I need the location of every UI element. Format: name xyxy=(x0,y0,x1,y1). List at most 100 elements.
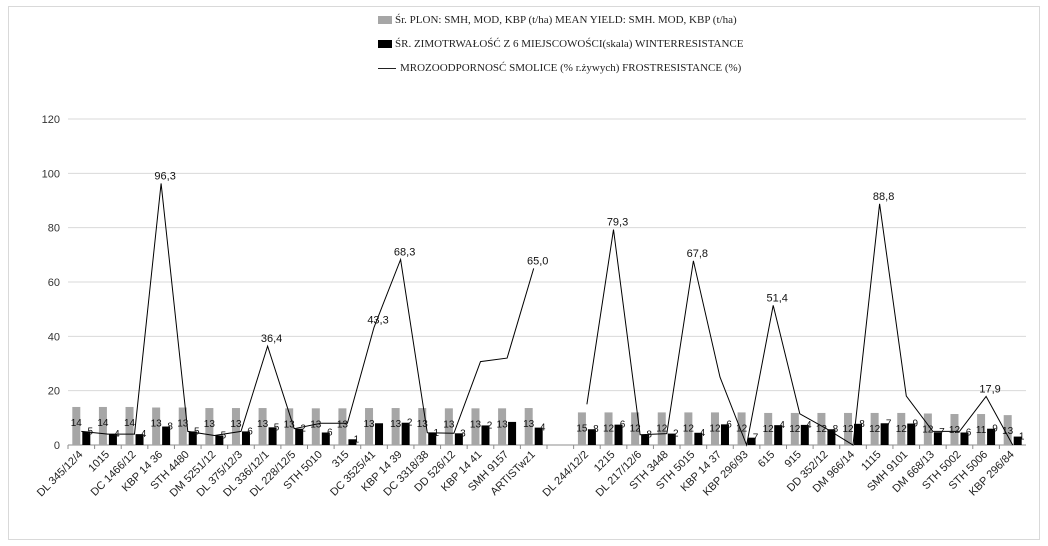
y-tick-label: 60 xyxy=(48,277,60,289)
bar-yield xyxy=(897,412,906,445)
legend: Śr. PLON: SMH, MOD, KBP (t/ha) MEAN YIEL… xyxy=(378,8,898,80)
legend-item-yield: Śr. PLON: SMH, MOD, KBP (t/ha) MEAN YIEL… xyxy=(378,8,898,32)
legend-item-winterresistance: ŚR. ZIMOTRWAŁOŚĆ Z 6 MIEJSCOWOŚCI(skala)… xyxy=(378,32,898,56)
data-label-winterresistance: 2 xyxy=(673,429,679,440)
legend-item-frostresistance: MROZOODPORNOSĆ SMOLICE (% r.żywych) FROS… xyxy=(378,56,898,80)
bar-yield xyxy=(258,408,267,445)
data-label-winterresistance: 2 xyxy=(300,424,306,435)
bar-winterresistance xyxy=(135,434,144,445)
data-label-yield: 14 xyxy=(124,418,136,429)
data-label-yield: 14 xyxy=(71,418,83,429)
data-label-winterresistance: 7 xyxy=(886,418,892,429)
bar-yield xyxy=(684,412,693,445)
data-label-winterresistance: 1 xyxy=(433,428,439,439)
bar-yield xyxy=(471,408,480,445)
x-tick-label: 915 xyxy=(782,449,803,470)
data-label-winterresistance: 8 xyxy=(646,430,652,441)
data-label-winterresistance: 8 xyxy=(833,424,839,435)
data-label-winterresistance: 8 xyxy=(167,422,173,433)
data-label-winterresistance: 2 xyxy=(487,420,493,431)
bar-yield xyxy=(152,407,161,445)
data-label-winterresistance: 5 xyxy=(221,430,227,441)
bar-yield xyxy=(311,408,320,445)
bar-winterresistance xyxy=(268,427,277,445)
data-label-frostresistance: 17,9 xyxy=(979,383,1000,395)
data-label-winterresistance: 5 xyxy=(274,422,280,433)
bar-winterresistance xyxy=(215,435,224,445)
bar-winterresistance xyxy=(401,422,410,445)
y-tick-label: 80 xyxy=(48,223,60,235)
bar-winterresistance xyxy=(108,434,117,445)
data-label-winterresistance: 4 xyxy=(540,423,546,434)
legend-label-frostresistance: MROZOODPORNOSĆ SMOLICE (% r.żywych) FROS… xyxy=(400,62,742,74)
data-label-frostresistance: 43,3 xyxy=(367,314,388,326)
data-label-yield: 12 xyxy=(656,423,668,434)
data-label-winterresistance: 1 xyxy=(354,434,360,445)
data-label-frostresistance: 96,3 xyxy=(154,170,175,182)
bar-yield xyxy=(817,412,826,445)
bar-yield xyxy=(365,408,374,445)
bar-yield xyxy=(950,414,959,445)
bar-yield xyxy=(657,412,666,445)
data-label-yield: 13 xyxy=(151,419,163,430)
y-tick-label: 100 xyxy=(42,168,60,180)
bar-yield xyxy=(923,413,932,445)
bar-yield xyxy=(604,412,613,445)
data-label-winterresistance: 6 xyxy=(726,419,732,430)
data-label-winterresistance: 5 xyxy=(194,426,200,437)
bar-winterresistance xyxy=(933,432,942,445)
bar-yield xyxy=(72,406,81,445)
legend-label-yield: Śr. PLON: SMH, MOD, KBP (t/ha) MEAN YIEL… xyxy=(395,14,737,26)
bar-yield xyxy=(444,408,453,445)
data-label-yield: 13 xyxy=(390,419,402,430)
data-label-yield: 13 xyxy=(1002,426,1014,437)
data-label-yield: 13 xyxy=(497,419,509,430)
data-label-yield: 13 xyxy=(177,419,189,430)
bar-winterresistance xyxy=(960,432,969,445)
bar-yield xyxy=(125,406,134,445)
data-label-yield: 13 xyxy=(204,419,216,430)
bar-winterresistance xyxy=(827,429,836,445)
data-label-frostresistance: 68,3 xyxy=(394,246,415,258)
series-line-frostresistance xyxy=(81,183,1014,447)
legend-swatch-frostresistance xyxy=(378,67,396,69)
bar-yield xyxy=(631,412,640,445)
bar-yield xyxy=(764,412,773,445)
data-label-winterresistance: 6 xyxy=(620,420,626,431)
data-label-winterresistance: 4 xyxy=(779,420,785,431)
data-label-frostresistance: 51,4 xyxy=(766,292,787,304)
bar-winterresistance xyxy=(854,423,863,445)
bar-yield xyxy=(98,406,107,445)
bar-yield xyxy=(338,408,347,445)
data-label-frostresistance: 36,4 xyxy=(261,333,282,345)
data-label-yield: 12 xyxy=(896,424,908,435)
bar-yield xyxy=(418,408,427,445)
data-label-yield: 13 xyxy=(443,419,455,430)
data-label-winterresistance: 4 xyxy=(700,428,706,439)
data-label-frostresistance: 65,0 xyxy=(527,255,548,267)
y-tick-label: 40 xyxy=(48,331,60,343)
bar-winterresistance xyxy=(534,427,543,445)
data-label-yield: 12 xyxy=(842,424,854,435)
data-label-winterresistance: 8 xyxy=(859,419,865,430)
bar-winterresistance xyxy=(295,428,304,445)
bar-winterresistance xyxy=(454,433,463,445)
bar-yield xyxy=(285,408,294,445)
data-label-frostresistance: 88,8 xyxy=(873,191,894,203)
data-label-winterresistance: 4 xyxy=(141,429,147,440)
data-label-winterresistance: 5 xyxy=(88,426,94,437)
bar-winterresistance xyxy=(241,431,250,445)
bar-yield xyxy=(205,408,214,445)
bar-winterresistance xyxy=(82,431,91,445)
data-label-yield: 12 xyxy=(949,425,961,436)
bar-winterresistance xyxy=(667,433,676,445)
data-label-yield: 13 xyxy=(257,419,269,430)
data-label-yield: 12 xyxy=(763,424,775,435)
data-label-yield: 12 xyxy=(789,424,801,435)
x-tick-label: DL 244/12/2 xyxy=(540,449,591,500)
bar-winterresistance xyxy=(800,424,809,445)
bar-yield xyxy=(391,408,400,445)
data-label-yield: 12 xyxy=(816,424,828,435)
data-label-yield: 13 xyxy=(417,419,429,430)
